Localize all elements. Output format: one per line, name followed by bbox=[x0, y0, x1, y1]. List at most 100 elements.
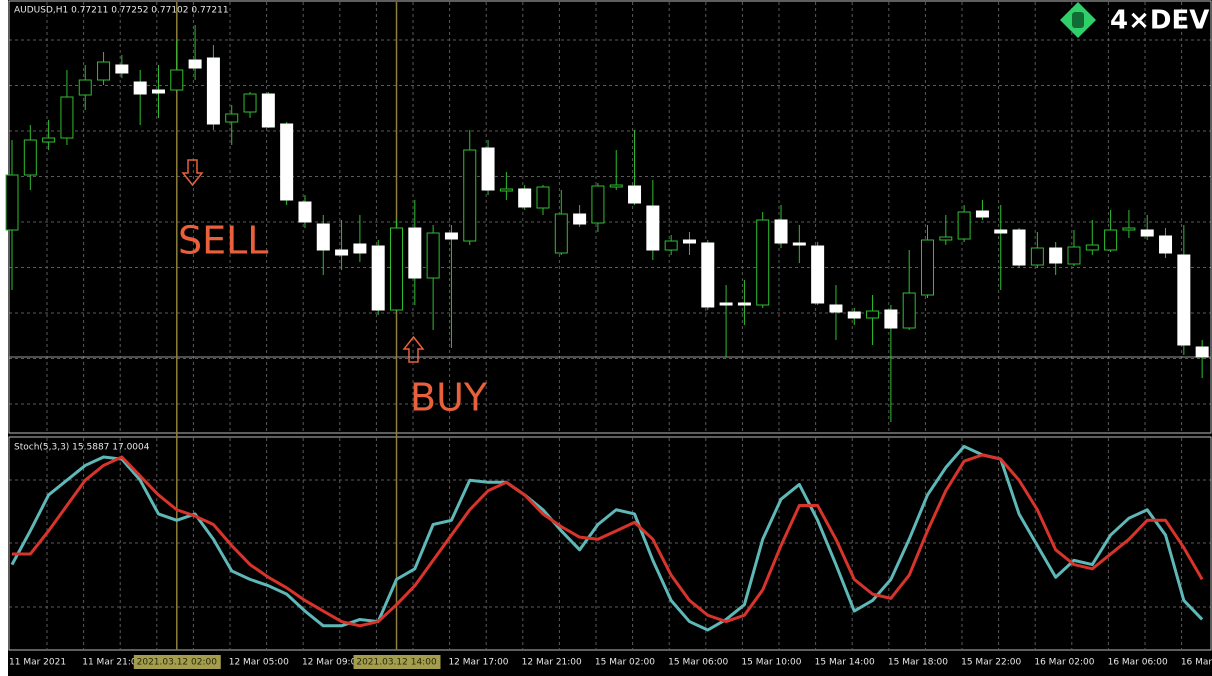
candle-body bbox=[115, 64, 129, 74]
logo-text: 4×DEV bbox=[1110, 6, 1209, 36]
candle-body bbox=[921, 239, 934, 296]
candle-body bbox=[1067, 246, 1081, 265]
x-tick-label: 15 Mar 06:00 bbox=[668, 658, 728, 668]
candle-body bbox=[994, 229, 1008, 234]
candle-body bbox=[1085, 244, 1099, 251]
candle-body bbox=[939, 236, 953, 241]
candle-body bbox=[481, 147, 495, 191]
x-tick-label: 16 Mar 10:00 bbox=[1181, 658, 1212, 668]
x-tick-label: 16 Mar 06:00 bbox=[1108, 658, 1168, 668]
candle-body bbox=[646, 205, 660, 251]
x-tick-label: 12 Mar 21:00 bbox=[522, 658, 582, 668]
candle-body bbox=[390, 227, 404, 311]
candle-body bbox=[42, 137, 56, 143]
candle-body bbox=[554, 213, 568, 254]
x-tick-label: 15 Mar 10:00 bbox=[741, 658, 801, 668]
candle-body bbox=[1159, 235, 1173, 254]
x-tick-label: 12 Mar 05:00 bbox=[229, 658, 289, 668]
candle-body bbox=[975, 210, 989, 218]
marker-label-bg bbox=[353, 655, 441, 669]
x-tick-label: 15 Mar 18:00 bbox=[888, 658, 948, 668]
candle-body bbox=[463, 149, 477, 242]
candle-body bbox=[701, 242, 715, 308]
candle-body bbox=[78, 79, 92, 96]
background bbox=[8, 0, 1212, 676]
stoch-panel-frame bbox=[8, 436, 1212, 651]
x-tick-label: 16 Mar 02:00 bbox=[1034, 658, 1094, 668]
candle-body bbox=[97, 61, 111, 81]
buy-arrow bbox=[402, 335, 425, 363]
candle-body bbox=[243, 93, 257, 113]
x-tick-label: 12 Mar 17:00 bbox=[448, 658, 508, 668]
candle-body bbox=[847, 311, 861, 319]
candle-body bbox=[591, 185, 605, 224]
candle-body bbox=[280, 123, 294, 201]
candle-body bbox=[902, 292, 916, 329]
candle-body bbox=[23, 139, 37, 176]
candle-body bbox=[371, 245, 385, 311]
candle-body bbox=[1140, 229, 1154, 237]
candle-body bbox=[573, 213, 587, 225]
logo-icon-inner bbox=[1072, 12, 1084, 28]
candle-body bbox=[774, 219, 788, 244]
candle-body bbox=[426, 232, 440, 279]
candle-body bbox=[170, 69, 184, 91]
candle-body bbox=[1122, 227, 1136, 231]
candle-body bbox=[1012, 229, 1026, 266]
candle-body bbox=[499, 188, 513, 192]
x-tick-label: 15 Mar 22:00 bbox=[961, 658, 1021, 668]
candle-body bbox=[353, 243, 367, 254]
candle-body bbox=[151, 89, 165, 94]
candle-body bbox=[518, 188, 532, 208]
sell-arrow bbox=[181, 159, 204, 187]
candle-body bbox=[335, 249, 349, 256]
candle-body bbox=[866, 310, 880, 319]
logo: 4×DEV bbox=[1060, 2, 1209, 38]
candle-body bbox=[261, 93, 275, 128]
candle-body bbox=[60, 96, 74, 139]
candle-body bbox=[792, 242, 806, 246]
stoch-title: Stoch(5,3,3) 15.5887 17.0004 bbox=[14, 443, 150, 453]
candle-body bbox=[811, 245, 825, 304]
candle-body bbox=[1030, 247, 1044, 266]
candle-body bbox=[206, 57, 220, 125]
stoch-line bbox=[10, 444, 1204, 632]
candle-body bbox=[682, 239, 696, 244]
annotation: BUY bbox=[410, 376, 488, 420]
candle-body bbox=[829, 304, 843, 313]
candle-body bbox=[737, 302, 751, 306]
x-tick-label: 11 Mar 21:00 bbox=[82, 658, 142, 668]
x-tick-label: 15 Mar 14:00 bbox=[815, 658, 875, 668]
candle-body bbox=[298, 201, 312, 223]
candle-body bbox=[1177, 254, 1191, 346]
candle-body bbox=[225, 113, 239, 123]
candle-body bbox=[188, 59, 202, 69]
chart-title: AUDUSD,H1 0.77211 0.77252 0.77102 0.7721… bbox=[14, 6, 229, 16]
grid bbox=[9, 2, 1211, 649]
candle-body bbox=[408, 227, 422, 279]
candle-body bbox=[609, 184, 623, 188]
candle-body bbox=[756, 219, 770, 306]
candle-body bbox=[719, 302, 733, 306]
x-tick-label: 15 Mar 02:00 bbox=[595, 658, 655, 668]
x-tick-label: 12 Mar 09:00 bbox=[302, 658, 362, 668]
candle-body bbox=[957, 211, 971, 240]
candle-body bbox=[133, 81, 147, 95]
x-tick-label: 11 Mar 2021 bbox=[9, 658, 66, 668]
candle-body bbox=[664, 240, 678, 251]
candle-body bbox=[5, 174, 19, 231]
marker-label-bg bbox=[133, 655, 221, 669]
marker-label: 2021.03.12 14:00 bbox=[356, 658, 437, 668]
candle-body bbox=[1195, 346, 1209, 358]
candle-body bbox=[536, 186, 550, 209]
annotation: SELL bbox=[178, 219, 268, 263]
candle-body bbox=[1104, 229, 1118, 251]
stoch-line bbox=[12, 453, 1204, 628]
candle-body bbox=[1049, 247, 1063, 264]
candle-body bbox=[628, 185, 642, 204]
candle-body bbox=[444, 232, 458, 240]
marker-label: 2021.03.12 02:00 bbox=[137, 658, 218, 668]
candle-body bbox=[316, 223, 330, 251]
